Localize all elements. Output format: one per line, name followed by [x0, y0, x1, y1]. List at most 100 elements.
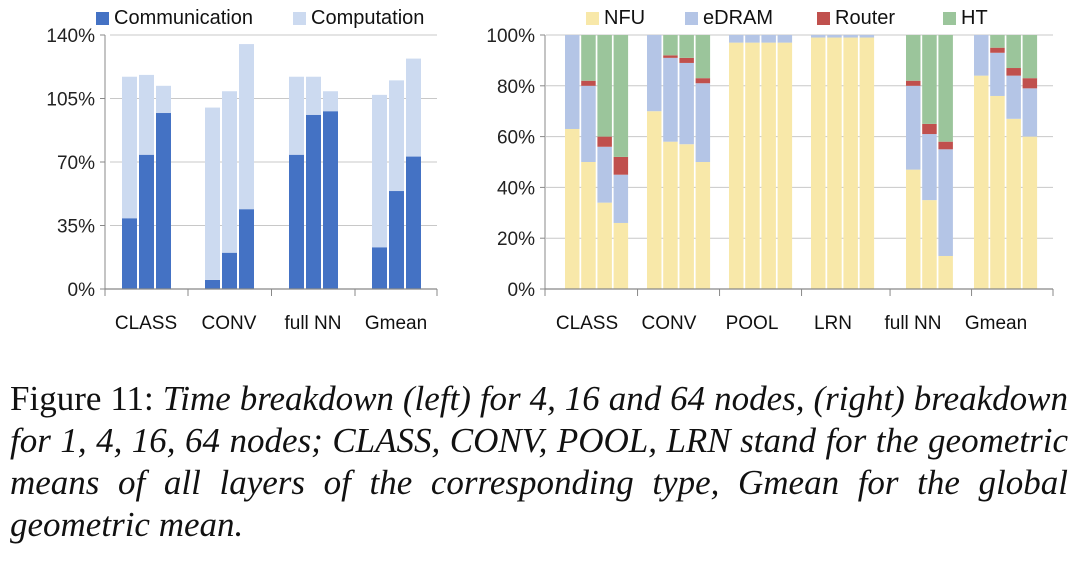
- bar-edram: [974, 35, 989, 76]
- bar-communication: [239, 209, 254, 289]
- bar-computation: [323, 91, 338, 112]
- bar-nfu: [613, 222, 629, 289]
- bar-communication: [139, 154, 154, 289]
- bar-router: [663, 55, 678, 58]
- bar-ht: [613, 35, 629, 157]
- legend-label: HT: [961, 7, 988, 29]
- bar-ht: [663, 35, 678, 56]
- bar-computation: [406, 58, 421, 157]
- bar-router: [581, 80, 596, 86]
- y-tick-label: 40%: [497, 178, 535, 199]
- category-label: POOL: [726, 313, 779, 334]
- bar-nfu: [663, 141, 678, 289]
- bar-edram: [729, 35, 744, 43]
- category-label: CLASS: [556, 313, 618, 334]
- y-tick-label: 20%: [497, 229, 535, 250]
- bar-nfu: [777, 42, 793, 290]
- bar-communication: [205, 279, 220, 289]
- legend-label: eDRAM: [703, 7, 773, 29]
- bar-router: [1022, 78, 1038, 89]
- bar-communication: [156, 113, 171, 289]
- bar-nfu: [695, 162, 711, 289]
- bar-edram: [597, 146, 612, 203]
- bar-computation: [306, 76, 321, 115]
- category-label: CLASS: [115, 313, 177, 334]
- bar-nfu: [974, 75, 989, 289]
- bar-communication: [372, 247, 387, 289]
- legend-swatch: [817, 12, 830, 25]
- bar-router: [613, 156, 629, 175]
- bar-computation: [239, 44, 254, 210]
- bar-communication: [289, 154, 304, 289]
- bar-router: [679, 57, 694, 63]
- bar-router: [938, 141, 953, 150]
- bar-nfu: [990, 95, 1005, 290]
- bar-router: [922, 123, 937, 135]
- figure-charts: 0% 35% 70% 105% 140% CLASS CONV full NN Gmean Com…: [46, 7, 1054, 334]
- bar-edram: [777, 35, 793, 43]
- bar-ht: [695, 35, 711, 79]
- bar-ht: [906, 35, 921, 81]
- y-tick-label: 35%: [57, 217, 95, 238]
- legend-label: Computation: [311, 7, 424, 29]
- bar-computation: [389, 80, 404, 192]
- bar-edram: [906, 85, 921, 170]
- bar-edram: [581, 85, 596, 162]
- bar-ht: [597, 35, 612, 137]
- bar-ht: [922, 35, 937, 124]
- bar-computation: [372, 94, 387, 248]
- bar-edram: [827, 35, 842, 38]
- bar-computation: [139, 74, 154, 155]
- bar-edram: [613, 174, 629, 223]
- bar-edram: [843, 35, 858, 38]
- bar-communication: [306, 114, 321, 289]
- bar-ht: [1006, 35, 1021, 69]
- bar-nfu: [565, 128, 580, 289]
- bar-nfu: [745, 42, 760, 290]
- bar-nfu: [827, 37, 842, 289]
- bar-nfu: [859, 37, 875, 289]
- bar-ht: [938, 35, 953, 142]
- bar-nfu: [906, 169, 921, 289]
- bar-edram: [922, 134, 937, 201]
- bar-communication: [389, 191, 404, 289]
- bar-computation: [122, 76, 137, 219]
- bar-nfu: [843, 37, 858, 289]
- bar-edram: [647, 35, 662, 112]
- bar-communication: [122, 218, 137, 289]
- bar-ht: [581, 35, 596, 81]
- category-label: full NN: [284, 313, 341, 334]
- category-label: full NN: [884, 313, 941, 334]
- category-label: LRN: [814, 313, 852, 334]
- bar-computation: [156, 85, 171, 114]
- bar-edram: [990, 52, 1005, 96]
- bar-communication: [222, 252, 237, 289]
- legend-swatch: [685, 12, 698, 25]
- chart-2: 0% 20% 40% 60% 80% 100% CLASS CONV POOL LRN full N…: [486, 7, 1054, 334]
- bar-edram: [695, 83, 711, 162]
- y-tick-label: 80%: [497, 77, 535, 98]
- bar-nfu: [922, 200, 937, 289]
- figure-caption: Figure 11: Time breakdown (left) for 4, …: [10, 378, 1068, 546]
- y-tick-label: 105%: [46, 90, 95, 111]
- y-tick-label: 70%: [57, 153, 95, 174]
- bar-edram: [761, 35, 776, 43]
- bar-router: [695, 78, 711, 84]
- bar-nfu: [761, 42, 776, 290]
- category-label: Gmean: [965, 313, 1027, 334]
- legend-swatch: [943, 12, 956, 25]
- bar-nfu: [581, 162, 596, 289]
- legend-swatch: [96, 12, 109, 25]
- bar-edram: [1022, 88, 1038, 137]
- y-tick-label: 0%: [508, 280, 536, 301]
- bar-router: [906, 80, 921, 86]
- bar-edram: [1006, 75, 1021, 119]
- legend-swatch: [293, 12, 306, 25]
- y-tick-label: 100%: [486, 26, 535, 47]
- bar-nfu: [1022, 136, 1038, 289]
- bar-edram: [859, 35, 875, 38]
- category-label: Gmean: [365, 313, 427, 334]
- y-tick-label: 140%: [46, 26, 95, 47]
- bar-nfu: [679, 144, 694, 289]
- bar-edram: [938, 149, 953, 256]
